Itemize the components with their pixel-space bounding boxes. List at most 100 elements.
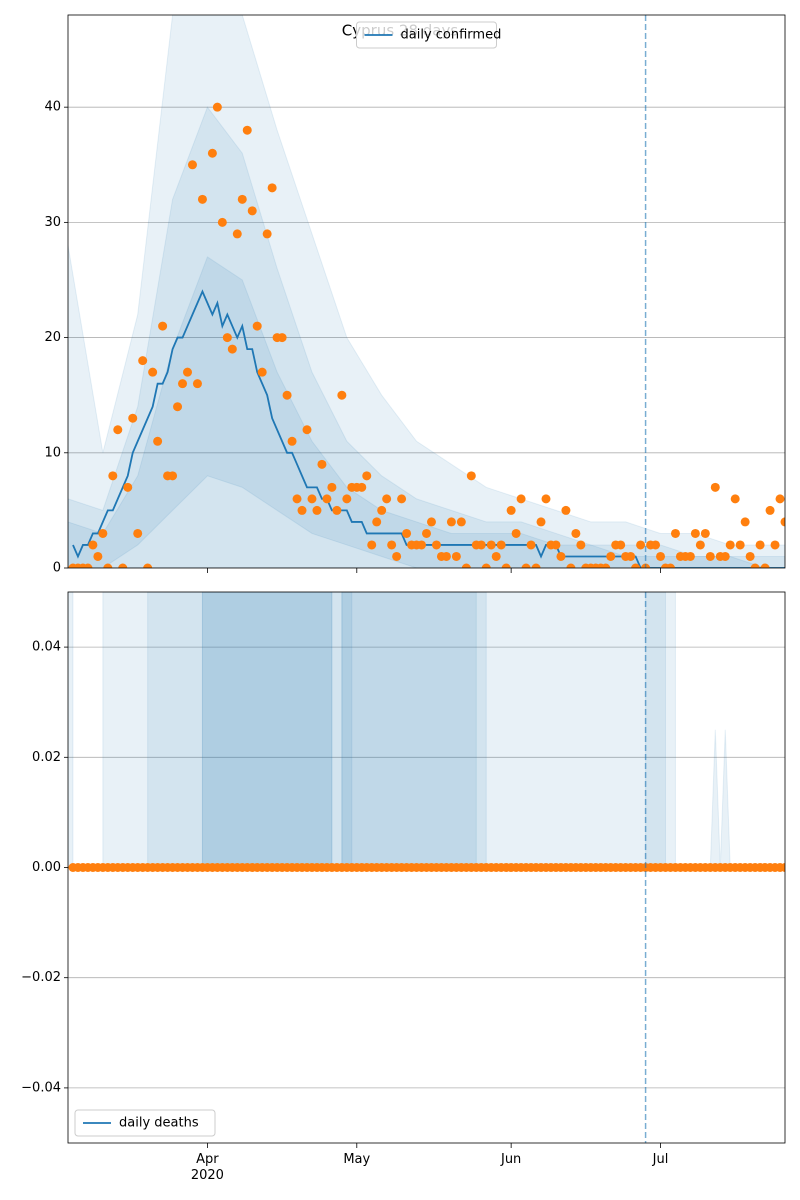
data-point [257,367,267,377]
data-point [367,540,377,550]
data-point [631,563,641,568]
data-point [466,471,476,481]
data-point [571,528,581,538]
data-point [651,540,661,550]
data-point [526,540,536,550]
data-point [133,528,143,538]
data-point [636,540,646,550]
data-point [720,551,730,561]
plot: 010203040Cyprus 28 daysdaily confirmed [44,14,786,576]
data-point [765,505,775,515]
data-point [760,563,770,568]
data-point [148,367,158,377]
data-point [516,494,526,504]
data-point [531,563,541,568]
data-point [755,540,765,550]
data-point [780,517,785,527]
data-point [108,471,118,481]
data-point [242,125,252,135]
data-point [566,563,576,568]
data-point [561,505,571,515]
line [72,289,785,568]
data-point [118,563,128,568]
data-point [491,551,501,561]
data-point [173,402,183,412]
data-point [143,563,153,568]
y-tick-label: −0.04 [21,1080,61,1095]
axes-frame [67,591,786,1144]
data-point [232,229,242,239]
data-point [282,390,292,400]
x-tick-label: Apr 2020 [190,1152,224,1183]
data-point [735,540,745,550]
data-point [426,517,436,527]
data-point [770,540,780,550]
data-point [322,494,332,504]
data-point [780,863,785,872]
data-point [103,563,113,568]
data-point [576,540,586,550]
data-point [616,540,626,550]
data-point [138,356,148,366]
data-point [377,505,387,515]
data-point [382,494,392,504]
plot-area [68,15,785,568]
data-point [541,494,551,504]
data-point [83,563,93,568]
data-point [695,540,705,550]
y-tick-label: 0.02 [32,750,61,765]
data-point [387,540,397,550]
data-point [551,540,561,550]
data-point [168,471,178,481]
y-tick-label: −0.02 [21,970,61,985]
data-point [750,563,760,568]
data-point [302,425,312,435]
data-point [113,425,123,435]
data-point [183,367,192,377]
y-tick-label: 0.04 [32,640,61,655]
x-tick-label: Jul [652,1152,669,1167]
data-point [476,540,486,550]
data-point [178,379,188,389]
x-tick-label: May [343,1152,371,1167]
data-point [521,563,531,568]
data-point [690,528,700,538]
data-point [93,551,103,561]
data-point [317,459,327,469]
y-tick-label: 40 [44,100,61,115]
data-point [277,333,287,343]
data-point [446,517,456,527]
data-point [461,563,471,568]
data-point [422,528,431,538]
data-point [222,333,232,343]
data-point [128,413,138,423]
data-point [98,528,108,538]
data-point [158,321,168,331]
legend-label: daily deaths [119,1116,199,1131]
data-point [496,540,506,550]
data-point [417,540,427,550]
data-point [247,206,257,216]
data-point [212,102,222,112]
data-point [456,517,466,527]
data-point [392,551,402,561]
data-point [337,390,347,400]
band [68,256,785,568]
data-point [665,563,675,568]
y-tick-label: 10 [44,445,61,460]
data-point [332,505,342,515]
data-point [451,551,461,561]
data-point [685,551,695,561]
plot-area [68,592,785,1089]
y-tick-label: 30 [44,215,61,230]
data-point [88,540,98,550]
legend-box [356,21,497,49]
data-point [327,482,337,492]
data-point [402,528,412,538]
data-point [536,517,546,527]
data-point [187,160,197,170]
data-point [227,344,237,354]
data-point [481,563,491,568]
data-point [307,494,317,504]
